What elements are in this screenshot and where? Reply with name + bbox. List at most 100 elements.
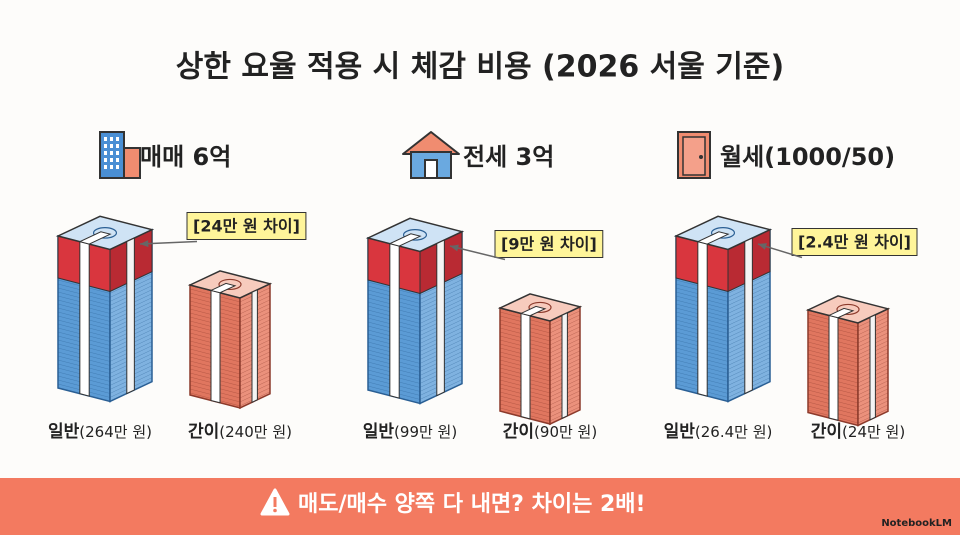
stack-sheet-line — [189, 355, 271, 371]
general-label-name: 일반 — [363, 422, 395, 442]
stack-sheet-line — [499, 318, 581, 334]
stack-sheet-line — [499, 326, 581, 342]
icon-part — [104, 144, 107, 148]
stack-sheet-line — [367, 299, 463, 320]
icon-part — [682, 136, 706, 176]
stack-sheet-line — [189, 327, 271, 343]
stack-sheet-line — [367, 343, 463, 364]
general-label: 일반(264만 원) — [48, 422, 152, 442]
stack-sheet-line — [675, 289, 771, 310]
general-label: 일반(26.4만 원) — [664, 422, 773, 442]
strap — [744, 237, 753, 395]
stack-sheet-line — [57, 373, 153, 394]
stack-sheet-line — [499, 314, 581, 330]
stack-sheet-line — [57, 317, 153, 338]
strap — [697, 240, 708, 397]
stack-sheet-line — [57, 345, 153, 366]
stack-sheet-line — [499, 358, 581, 374]
stack-sheet-line — [367, 275, 463, 296]
general-stack — [673, 215, 773, 403]
icon-part — [116, 158, 119, 162]
icon-part — [110, 144, 113, 148]
stack-sheet-line — [367, 307, 463, 328]
stack-sheet-line — [367, 283, 463, 304]
stack-sheet-line — [499, 354, 581, 370]
stack-sheet-line — [367, 311, 463, 332]
stack-sheet-line — [807, 392, 889, 408]
stack-sheet-line — [189, 331, 271, 347]
stack-sheet-line — [57, 361, 153, 382]
stack-sheet-line — [189, 287, 271, 303]
stack-sheet-line — [189, 323, 271, 339]
icon-part — [110, 137, 113, 141]
brand: NotebookLM — [881, 518, 952, 529]
simple-label-name: 간이 — [811, 422, 842, 442]
stack-sheet-line — [807, 388, 889, 404]
stack-sheet-line — [189, 379, 271, 395]
stack-sheet-line — [367, 295, 463, 316]
simple-stack — [805, 295, 891, 427]
stack-sheet-line — [675, 277, 771, 298]
callout-text: [9만 원 차이] — [501, 235, 597, 254]
stack-sheet-line — [499, 342, 581, 358]
stack-sheet-line — [57, 301, 153, 322]
stack-sheet-line — [367, 351, 463, 372]
callout-text: [24만 원 차이] — [193, 217, 300, 236]
stack-sheet-line — [189, 311, 271, 327]
stack-sheet-line — [57, 369, 153, 390]
simple-label-amount: (24만 원) — [842, 423, 905, 441]
title: 상한 요율 적용 시 체감 비용 (2026 서울 기준) — [176, 50, 784, 85]
stack-sheet-line — [807, 320, 889, 336]
simple-label: 간이(90만 원) — [503, 422, 597, 442]
stack-sheet-line — [57, 321, 153, 342]
stack-sheet-line — [675, 345, 771, 366]
stack-sheet-line — [675, 309, 771, 330]
stack-sheet-line — [807, 340, 889, 356]
stack-sheet-line — [57, 281, 153, 302]
bill-emblem — [710, 227, 736, 239]
stack-sheet-line — [57, 285, 153, 306]
panel: 월세(1000/50) [2.4만 원 차이] 일반(26.4만 원) 간이(24만 … — [664, 131, 918, 442]
stack-sheet-line — [367, 315, 463, 336]
stack-sheet-line — [499, 362, 581, 378]
stack-sheet-line — [57, 289, 153, 310]
stack-sheet-line — [499, 374, 581, 390]
panel-icon — [402, 131, 460, 179]
stack-sheet-line — [499, 394, 581, 410]
difference-callout: [2.4만 원 차이] — [757, 228, 918, 259]
bill-emblem — [218, 278, 242, 291]
stack-sheet-line — [675, 301, 771, 322]
stack-sheet-line — [675, 337, 771, 358]
warning-icon — [260, 488, 290, 516]
stack-sheet-line — [807, 356, 889, 372]
callout-box — [186, 212, 307, 240]
strap — [561, 311, 568, 420]
bill-emblem — [528, 301, 552, 314]
strap — [520, 312, 531, 420]
strap — [389, 242, 400, 399]
icon-part — [116, 165, 119, 169]
stack-sheet-line — [189, 387, 271, 403]
stack-sheet-line — [807, 316, 889, 332]
stack-sheet-line — [675, 333, 771, 354]
stack-sheet-line — [57, 313, 153, 334]
stack-sheet-line — [807, 332, 889, 348]
stack-sheet-line — [807, 352, 889, 368]
strap — [436, 239, 445, 397]
stack-sheet-line — [807, 376, 889, 392]
callout-arrow — [139, 240, 198, 245]
callout-box — [494, 230, 604, 258]
bill-emblem — [402, 229, 428, 241]
panel-heading: 월세(1000/50) — [720, 143, 895, 171]
stack-sheet-line — [367, 355, 463, 376]
stack-sheet-line — [367, 363, 463, 384]
stack-sheet-line — [189, 343, 271, 359]
callout-box — [791, 228, 918, 256]
stack-sheet-line — [57, 309, 153, 330]
icon-part — [699, 155, 703, 159]
callout-arrowhead — [758, 243, 767, 250]
stack-sheet-line — [367, 335, 463, 356]
stack-sheet-line — [367, 339, 463, 360]
stack-sheet-line — [189, 351, 271, 367]
